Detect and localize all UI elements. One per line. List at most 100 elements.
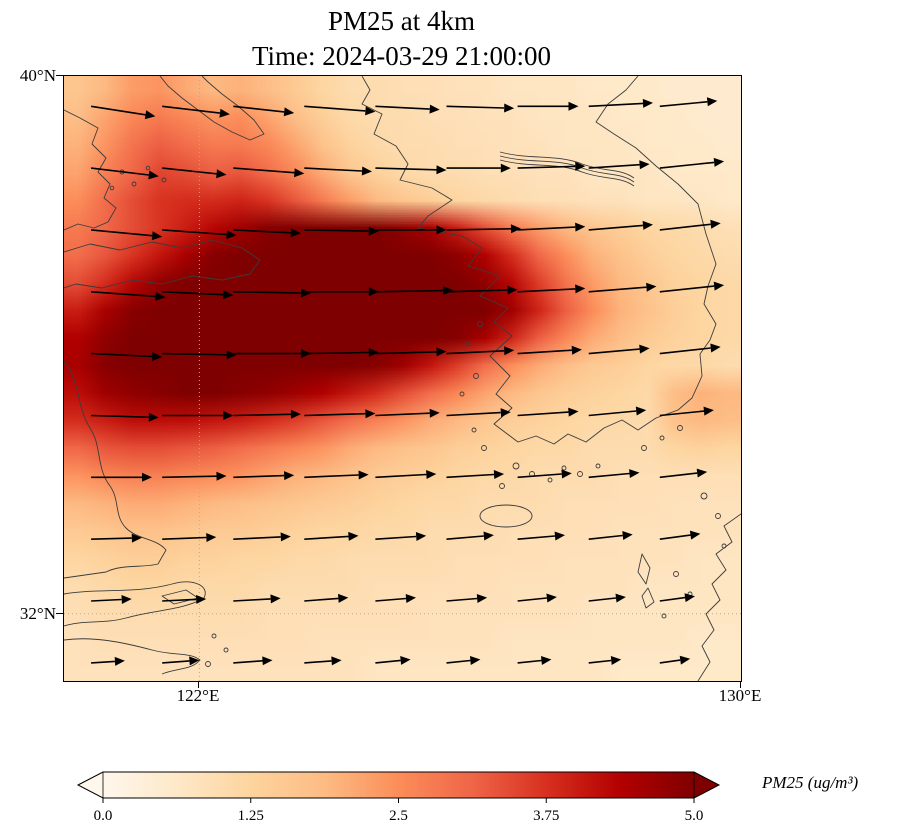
colorbar-under-arrow bbox=[78, 772, 103, 798]
wind-arrow-shaft bbox=[446, 535, 484, 540]
chart-subtitle: Time: 2024-03-29 21:00:00 bbox=[251, 41, 552, 71]
wind-arrow-head bbox=[575, 161, 586, 171]
wind-arrow-shaft bbox=[659, 285, 715, 293]
wind-arrow-head bbox=[216, 169, 227, 179]
wind-arrow-shaft bbox=[517, 411, 569, 417]
island bbox=[595, 463, 601, 469]
wind-arrow-head bbox=[500, 408, 511, 418]
wind-arrow-shaft bbox=[162, 105, 220, 114]
wind-arrow-shaft bbox=[304, 597, 339, 602]
wind-arrow-shaft bbox=[233, 598, 271, 602]
island bbox=[561, 465, 567, 471]
wind-arrow-head bbox=[368, 226, 379, 236]
wind-arrow-shaft bbox=[162, 475, 217, 479]
island bbox=[145, 165, 151, 171]
island bbox=[481, 445, 487, 451]
wind-arrow-head bbox=[500, 163, 511, 173]
wind-arrow-head bbox=[223, 411, 234, 420]
wind-arrow-head bbox=[429, 408, 440, 418]
wind-arrow-head bbox=[400, 656, 411, 665]
wind-arrow-head bbox=[338, 593, 349, 603]
y-tick-mark bbox=[56, 613, 63, 614]
x-tick-label-130e: 130°E bbox=[718, 686, 762, 705]
wind-arrow-head bbox=[710, 343, 721, 353]
wind-arrow-shaft bbox=[162, 536, 207, 540]
island-tsushima bbox=[637, 553, 651, 585]
wind-arrow-shaft bbox=[659, 101, 708, 108]
wind-arrow-shaft bbox=[91, 167, 149, 176]
island bbox=[641, 445, 647, 451]
colorbar-tick-label: 1.25 bbox=[238, 808, 264, 824]
island bbox=[161, 177, 167, 183]
coastline-yangtze bbox=[64, 581, 206, 627]
wind-arrow-head bbox=[189, 656, 200, 666]
wind-arrow-shaft bbox=[446, 105, 505, 109]
wind-arrow-head bbox=[223, 290, 234, 300]
wind-arrow-head bbox=[415, 532, 427, 541]
river-line bbox=[499, 155, 635, 183]
island bbox=[473, 373, 479, 379]
wind-arrow-head bbox=[642, 220, 653, 230]
coastline-hangzhou bbox=[64, 638, 201, 675]
wind-arrow-head bbox=[639, 344, 650, 354]
wind-arrow-head bbox=[703, 406, 714, 416]
wind-arrow-shaft bbox=[659, 596, 686, 602]
island bbox=[659, 435, 665, 441]
island bbox=[715, 513, 721, 519]
wind-arrow-shaft bbox=[588, 534, 623, 540]
wind-arrow-head bbox=[294, 168, 305, 178]
wind-arrow-shaft bbox=[659, 161, 715, 169]
wind-arrow-shaft bbox=[446, 228, 512, 231]
island bbox=[677, 425, 683, 431]
wind-arrow-shaft bbox=[588, 286, 647, 293]
river-line bbox=[499, 159, 635, 187]
wind-arrow-shaft bbox=[517, 226, 576, 231]
wind-arrow-head bbox=[554, 531, 565, 541]
wind-arrow-shaft bbox=[446, 289, 508, 293]
wind-arrow-shaft bbox=[517, 597, 547, 602]
wind-arrow-shaft bbox=[233, 291, 302, 294]
wind-arrow-head bbox=[639, 160, 650, 170]
wind-arrow-head bbox=[713, 157, 725, 167]
wind-arrow-shaft bbox=[304, 412, 366, 417]
island bbox=[547, 477, 553, 483]
wind-arrow-shaft bbox=[162, 598, 197, 602]
wind-arrow-head bbox=[280, 532, 291, 542]
wind-arrow-head bbox=[642, 98, 653, 108]
wind-arrow-shaft bbox=[446, 597, 478, 602]
wind-arrow-head bbox=[684, 593, 695, 603]
wind-arrow-head bbox=[368, 348, 379, 357]
wind-arrow-head bbox=[470, 656, 481, 665]
wind-arrow-head bbox=[696, 468, 708, 478]
wind-arrow-shaft bbox=[375, 105, 430, 110]
wind-arrow-head bbox=[483, 531, 494, 541]
x-tick-mark bbox=[740, 681, 741, 688]
wind-arrow-head bbox=[575, 222, 586, 232]
wind-arrow-head bbox=[365, 106, 376, 116]
coastline-jiangsu bbox=[64, 361, 167, 579]
coastline-shandong bbox=[64, 239, 261, 289]
wind-arrow-shaft bbox=[375, 412, 430, 417]
heatmap-canvas bbox=[64, 76, 741, 681]
wind-arrow-shaft bbox=[375, 167, 437, 171]
wind-arrow-shaft bbox=[375, 597, 407, 602]
river-line bbox=[499, 151, 635, 179]
wind-arrow-head bbox=[629, 469, 640, 478]
wind-arrow-shaft bbox=[659, 347, 711, 355]
wind-arrow-shaft bbox=[588, 348, 640, 355]
x-tick-label-122e: 122°E bbox=[176, 686, 220, 705]
wind-arrow-shaft bbox=[375, 351, 437, 355]
wind-arrow-shaft bbox=[304, 351, 369, 355]
wind-arrow-head bbox=[405, 594, 416, 603]
coastline-korea bbox=[361, 76, 717, 445]
wind-arrow-head bbox=[284, 471, 295, 481]
wind-arrow-head bbox=[262, 656, 273, 666]
wind-arrow-head bbox=[152, 352, 163, 361]
y-tick-label-40n: 40°N bbox=[19, 66, 56, 85]
wind-arrow-head bbox=[216, 471, 227, 481]
wind-arrow-shaft bbox=[517, 659, 542, 664]
wind-arrow-head bbox=[635, 406, 647, 416]
island bbox=[661, 613, 667, 619]
wind-arrow-head bbox=[541, 656, 552, 665]
island bbox=[577, 471, 583, 477]
